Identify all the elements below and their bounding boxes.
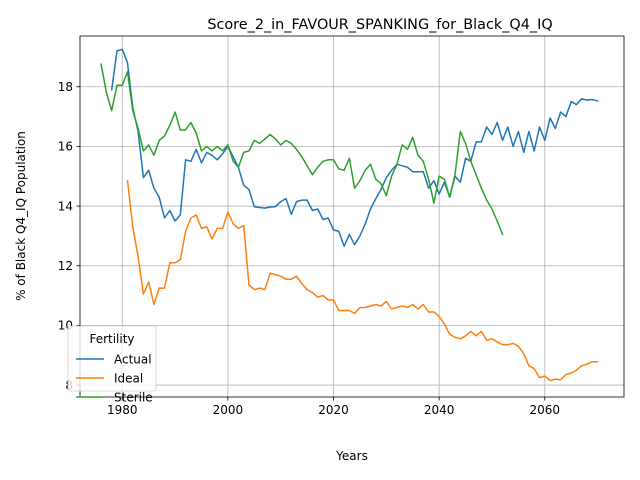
y-tick-label: 12 [58,259,73,273]
x-tick-label: 2020 [318,403,349,417]
y-tick-label: 18 [58,80,73,94]
legend-title: Fertility [89,332,134,346]
x-tick-label: 2000 [213,403,244,417]
series-line-actual [110,48,599,248]
x-tick-label: 2060 [530,403,561,417]
legend-label-sterile: Sterile [114,390,153,404]
series-line-sterile [100,63,504,236]
chart-title: Score_2_in_FAVOUR_SPANKING_for_Black_Q4_… [207,17,552,33]
x-axis-label: Years [335,449,368,463]
series-line-ideal [126,179,599,382]
y-tick-label: 14 [58,199,73,213]
x-tick-label: 2040 [424,403,455,417]
plot-frame [79,35,625,398]
legend-label-ideal: Ideal [114,371,143,385]
y-tick-label: 16 [58,140,73,154]
legend: Fertility Actual Ideal Sterile [67,325,157,404]
x-axis: 1980 2000 2020 2040 2060 [107,397,560,417]
x-tick-label: 1980 [107,403,138,417]
legend-frame [67,325,157,392]
legend-label-actual: Actual [114,352,152,366]
series-layer [100,48,599,382]
y-axis-label: % of Black Q4_IQ Population [14,131,28,301]
